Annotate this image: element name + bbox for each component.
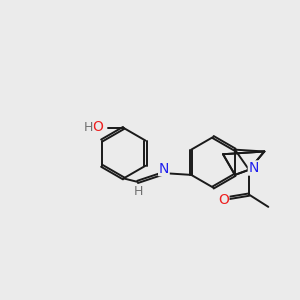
Text: N: N (159, 162, 169, 176)
Text: H: H (83, 121, 93, 134)
Text: O: O (93, 120, 104, 134)
Text: O: O (218, 193, 229, 207)
Text: N: N (248, 161, 259, 175)
Text: H: H (134, 185, 143, 198)
